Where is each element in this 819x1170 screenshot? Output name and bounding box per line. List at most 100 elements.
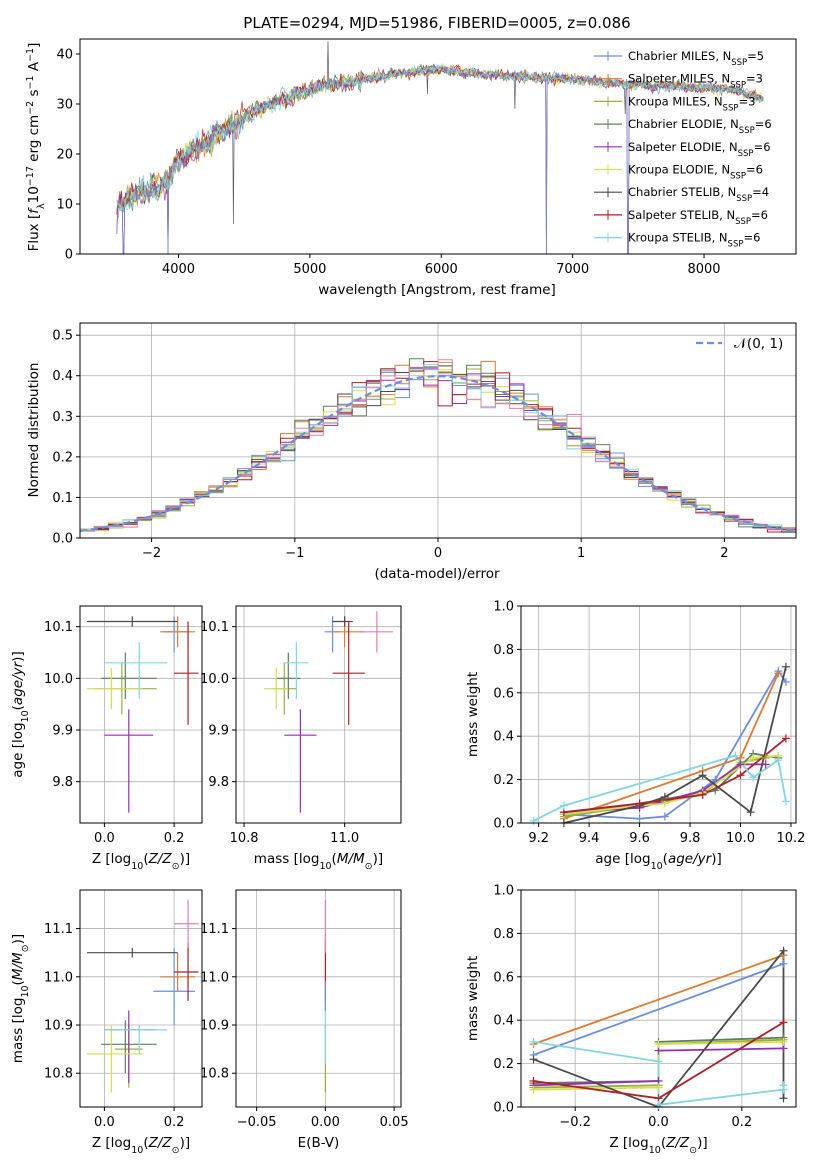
label-part: log	[111, 1135, 132, 1151]
label-part: wavelength [Angstrom, rest frame]	[318, 282, 556, 298]
y-tick-label: 10.9	[200, 1019, 229, 1034]
weight-line	[563, 672, 780, 820]
label-part: Z [	[92, 1135, 111, 1151]
label-part: age/yr	[668, 851, 713, 867]
legend-name: Chabrier MILES, N	[628, 49, 731, 63]
label-part: 10	[26, 186, 42, 203]
label-part: Z [	[609, 1135, 628, 1151]
label-part: s	[26, 89, 42, 100]
plot-area	[533, 666, 787, 823]
label-part: )]	[180, 1135, 191, 1151]
legend-value: =3	[746, 72, 763, 86]
label-part: 10	[649, 1145, 661, 1156]
y-tick-label: 0.2	[493, 1057, 514, 1072]
axes-frame	[520, 889, 797, 1108]
label-part: log	[630, 851, 651, 867]
y-axis-label: mass weight	[465, 956, 481, 1041]
x-tick-label: 10.8	[230, 831, 259, 846]
label-part: age [	[595, 851, 630, 867]
y-tick-label: 9.8	[52, 775, 73, 790]
label-part: ⊙	[365, 861, 373, 872]
x-tick-label: 5000	[293, 262, 326, 277]
label-part: mass [	[10, 1018, 26, 1063]
label-part: (	[663, 851, 668, 867]
x-axis-label: Z [log10(Z/Z⊙)]	[92, 1135, 190, 1156]
spectrum-line-kroupa-stelib	[116, 64, 764, 211]
x-tick-label: 6000	[425, 262, 458, 277]
residuals-panel: −2 −1 0 1 2 0.0 0.1 0.2 0.3 0.4 0.5 𝒩(0, 1) (data-mo…	[26, 322, 797, 582]
y-tick-label: 9.8	[208, 775, 229, 790]
x-tick-label: 9.2	[528, 831, 549, 846]
y-tick-label: 10.8	[200, 1067, 229, 1082]
legend-value: =6	[746, 163, 763, 177]
y-axis-label: Normed distribution	[26, 363, 42, 498]
legend-sub: SSP	[738, 149, 754, 159]
label-part: ⊙	[689, 1145, 697, 1156]
x-axis-label: Z [log10(Z/Z⊙)]	[92, 851, 190, 872]
y-tick-label: 0.0	[493, 817, 514, 832]
label-part: (	[143, 851, 148, 867]
axes-frame	[79, 322, 797, 539]
legend-sub: SSP	[730, 172, 746, 182]
y-tick-label: 11.0	[44, 970, 73, 985]
x-tick-label: 1	[577, 546, 585, 561]
label-part: (	[10, 705, 26, 710]
label-part: )]	[10, 651, 26, 662]
label-part: Z/Z	[665, 1135, 690, 1151]
x-tick-label: −2	[142, 546, 161, 561]
y-tick-label: 30	[56, 98, 73, 113]
y-tick-label: 0.2	[52, 450, 73, 465]
label-part: erg cm	[26, 115, 42, 166]
spectrum-panel: 4000 5000 6000 7000 8000 0 10 20 30 40 wavelength …	[25, 38, 797, 298]
y-axis-label: mass weight	[465, 672, 481, 757]
plot-area	[116, 41, 764, 254]
legend-sub: SSP	[735, 217, 751, 227]
label-part: Z/Z	[148, 1135, 173, 1151]
legend-name: Kroupa STELIB, N	[628, 231, 728, 245]
spectrum-line-chabrier-miles	[116, 64, 764, 254]
y-tick-label: 0.1	[52, 491, 73, 506]
y-tick-label: 0.4	[493, 1014, 514, 1029]
axes-frame	[79, 889, 203, 1108]
legend-name: Kroupa ELODIE, N	[628, 163, 730, 177]
label-part: )]	[711, 851, 722, 867]
y-tick-label: 9.9	[208, 724, 229, 739]
weight-line	[563, 666, 787, 823]
label-part: Normed distribution	[26, 363, 42, 498]
legend-value: =6	[751, 208, 768, 222]
x-tick-label: 9.6	[629, 831, 650, 846]
x-tick-label: 0.0	[648, 1115, 669, 1130]
legend-name: Chabrier STELIB, N	[628, 185, 736, 199]
label-part: 10	[319, 861, 331, 872]
y-tick-label: 0.6	[493, 970, 514, 985]
x-tick-label: 0	[434, 546, 442, 561]
label-part: 10	[131, 1145, 143, 1156]
label-part: mass weight	[465, 672, 481, 757]
y-tick-label: 0.5	[52, 329, 73, 344]
label-part: A	[26, 61, 42, 75]
y-tick-label: 0.8	[493, 643, 514, 658]
x-tick-label: 0.0	[94, 1115, 115, 1130]
mass-vs-ebv-panel: −0.05 0.00 0.05 10.8 10.9 11.0 11.1 E(B-V)	[200, 889, 409, 1151]
mass-vs-metallicity-panel: 0.0 0.210.810.911.011.1Z [log10(Z/Z⊙)]mas…	[10, 889, 203, 1156]
y-tick-label: 10.0	[44, 672, 73, 687]
label-part: mass [	[254, 851, 299, 867]
legend-entry: 𝒩(0, 1)	[734, 336, 783, 352]
x-tick-label: 0.05	[380, 1115, 409, 1130]
age-vs-metallicity-panel: 0.0 0.29.89.910.010.1Z [log10(Z/Z⊙)]age […	[10, 605, 203, 872]
weight-vs-metallicity-panel: −0.2 0.0 0.2 0.0 0.2 0.4 0.6 0.8 1.0 mass weight Z…	[465, 884, 797, 1156]
weight-line	[533, 754, 787, 822]
label-part: log	[10, 722, 26, 743]
y-tick-label: 20	[56, 148, 73, 163]
y-tick-label: 10.8	[44, 1067, 73, 1082]
x-tick-label: −0.2	[559, 1115, 591, 1130]
axes-frame	[235, 889, 402, 1108]
x-tick-label: 9.8	[680, 831, 701, 846]
axes-frame	[79, 605, 203, 824]
legend-entry: Chabrier MILES, NSSP=5	[628, 49, 764, 68]
label-part: Flux [	[26, 214, 42, 252]
legend-entry: Salpeter STELIB, NSSP=6	[628, 208, 768, 227]
label-part: −1	[25, 48, 36, 62]
x-tick-label: 0.00	[311, 1115, 340, 1130]
label-part: log	[10, 998, 26, 1019]
